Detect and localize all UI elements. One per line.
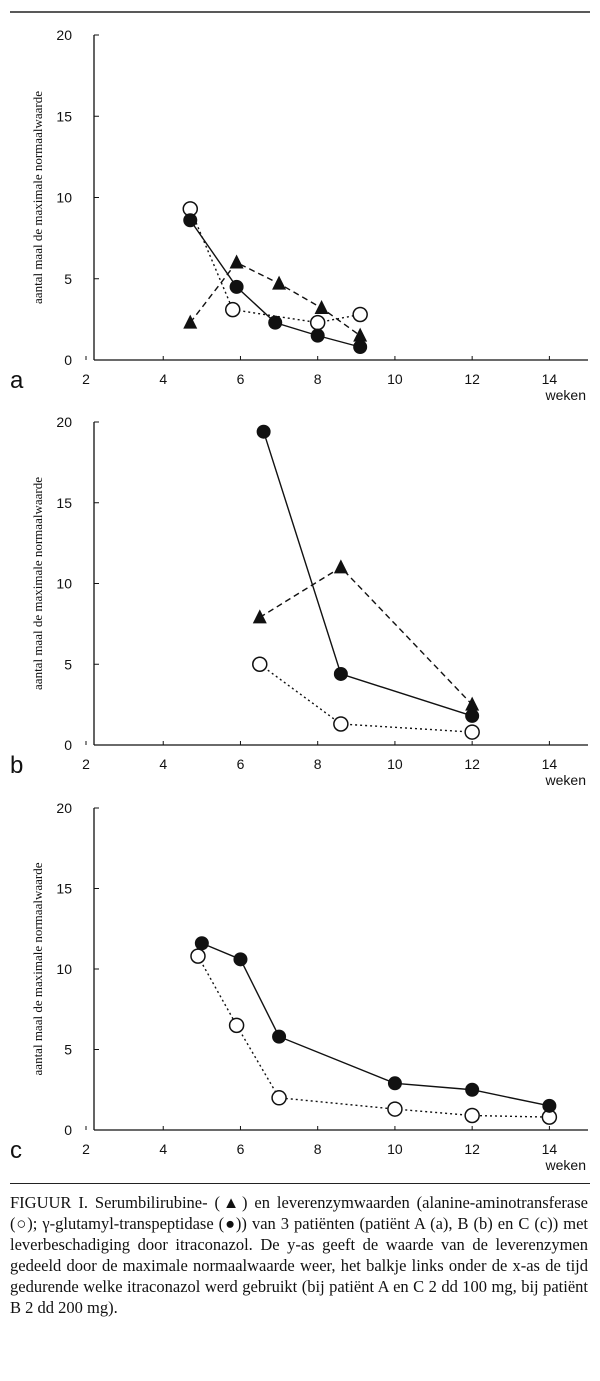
x-tick-label: 6 (237, 1141, 245, 1157)
y-tick-label: 15 (56, 881, 72, 897)
panel-label: a (10, 367, 24, 394)
panel-label: c (10, 1137, 22, 1164)
open-circle-marker (387, 1101, 403, 1117)
y-tick-label: 5 (64, 271, 72, 287)
y-tick-label: 0 (64, 352, 72, 368)
y-tick-label: 20 (56, 800, 72, 816)
x-tick-label: 2 (82, 371, 90, 387)
x-tick-label: 6 (237, 371, 245, 387)
open-circle-marker (228, 1017, 245, 1034)
y-tick-label: 0 (64, 1122, 72, 1138)
triangle-marker (314, 300, 329, 314)
triangle-marker (353, 327, 368, 342)
caption: FIGUUR I. Serumbilirubine- (▲) en levere… (10, 1193, 588, 1317)
x-tick-label: 14 (542, 756, 558, 772)
y-tick-label: 15 (56, 108, 72, 124)
x-tick-label: 6 (237, 756, 245, 772)
series-line (262, 431, 473, 717)
x-tick-label: 10 (387, 371, 403, 387)
caption-rule (10, 1183, 590, 1184)
x-tick-label: 8 (314, 1141, 322, 1157)
x-tick-label: 14 (542, 1141, 558, 1157)
filled-circle-marker (233, 952, 248, 967)
triangle-marker (252, 609, 267, 624)
y-axis-label: aantal maal de maximale normaalwaarde (30, 862, 45, 1075)
x-tick-label: 2 (82, 756, 90, 772)
open-circle-marker (271, 1090, 287, 1106)
open-circle-marker (252, 656, 268, 672)
filled-circle-marker (387, 1076, 402, 1091)
y-tick-label: 10 (56, 190, 72, 206)
filled-circle-marker (194, 936, 209, 951)
filled-circle-marker (229, 279, 244, 294)
series-line (259, 566, 473, 706)
filled-circle-marker (310, 328, 325, 343)
series-line (201, 942, 550, 1107)
filled-circle-marker (268, 315, 283, 330)
triangle-marker (465, 696, 480, 711)
triangle-marker (333, 559, 348, 574)
x-tick-label: 10 (387, 1141, 403, 1157)
filled-circle-marker (272, 1029, 287, 1044)
y-axis-label: aantal maal de maximale normaalwaarde (30, 91, 45, 304)
open-circle-marker (224, 301, 241, 318)
x-tick-label: 2 (82, 1141, 90, 1157)
series-line (189, 208, 361, 324)
x-tick-label: 14 (542, 371, 558, 387)
x-axis-label: weken (545, 1157, 586, 1173)
panel-label: b (10, 752, 23, 779)
y-tick-label: 5 (64, 1042, 72, 1058)
x-axis-label: weken (545, 772, 586, 785)
open-circle-marker (333, 716, 349, 732)
filled-circle-marker (353, 340, 368, 354)
filled-circle-marker (333, 666, 348, 681)
x-tick-label: 4 (159, 1141, 167, 1157)
x-tick-label: 4 (159, 371, 167, 387)
series-line (259, 663, 473, 733)
y-tick-label: 15 (56, 495, 72, 511)
y-axis-label: aantal maal de maximale normaalwaarde (30, 477, 45, 690)
triangle-marker (183, 314, 198, 329)
y-tick-label: 20 (56, 414, 72, 430)
x-tick-label: 8 (314, 756, 322, 772)
y-tick-label: 5 (64, 656, 72, 672)
filled-circle-marker (465, 1082, 480, 1097)
open-circle-marker (464, 1107, 480, 1124)
triangle-marker (229, 254, 244, 269)
filled-circle-marker (183, 213, 198, 228)
triangle-marker (272, 275, 287, 290)
open-circle-marker (464, 724, 480, 740)
y-tick-label: 10 (56, 961, 72, 977)
x-tick-label: 12 (464, 371, 480, 387)
x-axis-label: weken (545, 387, 586, 400)
y-tick-label: 20 (56, 27, 72, 43)
x-tick-label: 10 (387, 756, 403, 772)
series-line (197, 955, 550, 1118)
open-circle-marker (190, 948, 206, 964)
filled-circle-marker (256, 424, 271, 439)
open-circle-marker (352, 306, 368, 323)
y-tick-label: 10 (56, 576, 72, 592)
y-tick-label: 0 (64, 737, 72, 753)
open-circle-marker (309, 314, 326, 331)
x-tick-label: 8 (314, 371, 322, 387)
filled-circle-marker (542, 1098, 557, 1113)
x-tick-label: 12 (464, 756, 480, 772)
filled-circle-marker (465, 708, 480, 723)
x-tick-label: 4 (159, 756, 167, 772)
x-tick-label: 12 (464, 1141, 480, 1157)
